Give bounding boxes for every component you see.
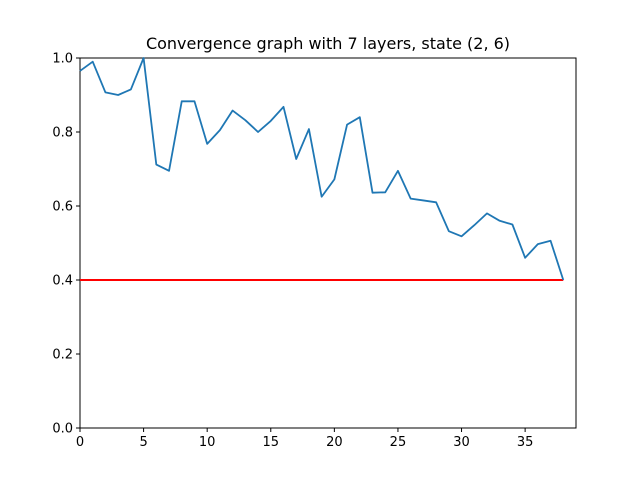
x-tick-label: 30	[453, 435, 470, 450]
x-tick-label: 10	[199, 435, 216, 450]
chart-title: Convergence graph with 7 layers, state (…	[146, 34, 510, 53]
y-tick-label: 1.0	[52, 52, 73, 67]
y-tick-label: 0.4	[52, 274, 73, 289]
plot-area	[79, 57, 577, 429]
x-tick-label: 20	[326, 435, 343, 450]
y-tick-label: 0.0	[52, 422, 73, 437]
x-tick-label: 0	[76, 435, 84, 450]
x-tick-label: 35	[517, 435, 534, 450]
x-tick-label: 25	[390, 435, 407, 450]
y-tick-label: 0.8	[52, 126, 73, 141]
y-tick-label: 0.2	[52, 348, 73, 363]
x-tick-label: 5	[139, 435, 147, 450]
x-axis: 0 5 10 15 20 25 30 35	[76, 428, 534, 450]
y-axis: 0.0 0.2 0.4 0.6 0.8 1.0	[52, 52, 80, 437]
x-tick-label: 15	[262, 435, 279, 450]
y-tick-label: 0.6	[52, 200, 73, 215]
series-line	[79, 57, 565, 281]
